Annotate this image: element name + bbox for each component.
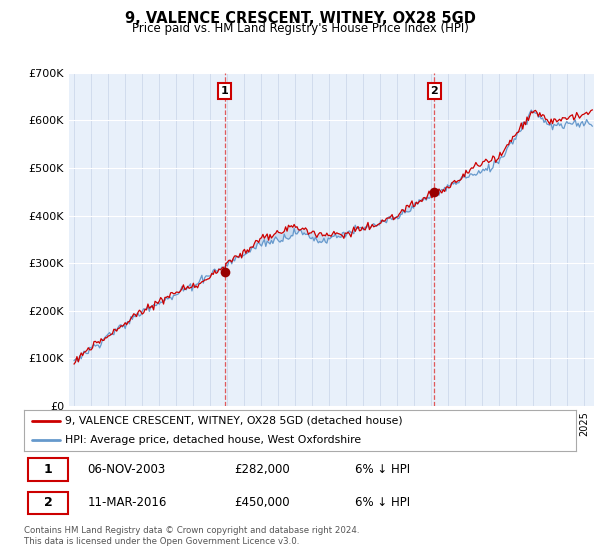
Text: 06-NOV-2003: 06-NOV-2003 <box>88 463 166 476</box>
Text: 1: 1 <box>44 463 53 476</box>
Text: 1: 1 <box>221 86 229 96</box>
Text: £282,000: £282,000 <box>234 463 290 476</box>
Text: 9, VALENCE CRESCENT, WITNEY, OX28 5GD: 9, VALENCE CRESCENT, WITNEY, OX28 5GD <box>125 11 475 26</box>
Bar <box>28 492 68 514</box>
Text: 6% ↓ HPI: 6% ↓ HPI <box>355 496 410 509</box>
Text: HPI: Average price, detached house, West Oxfordshire: HPI: Average price, detached house, West… <box>65 435 362 445</box>
Text: 9, VALENCE CRESCENT, WITNEY, OX28 5GD (detached house): 9, VALENCE CRESCENT, WITNEY, OX28 5GD (d… <box>65 416 403 426</box>
Bar <box>28 458 68 480</box>
Text: 2: 2 <box>431 86 439 96</box>
Text: Price paid vs. HM Land Registry's House Price Index (HPI): Price paid vs. HM Land Registry's House … <box>131 22 469 35</box>
Text: Contains HM Land Registry data © Crown copyright and database right 2024.
This d: Contains HM Land Registry data © Crown c… <box>24 526 359 546</box>
Text: 2: 2 <box>44 496 53 509</box>
Text: 6% ↓ HPI: 6% ↓ HPI <box>355 463 410 476</box>
Text: 11-MAR-2016: 11-MAR-2016 <box>88 496 167 509</box>
Text: £450,000: £450,000 <box>234 496 289 509</box>
